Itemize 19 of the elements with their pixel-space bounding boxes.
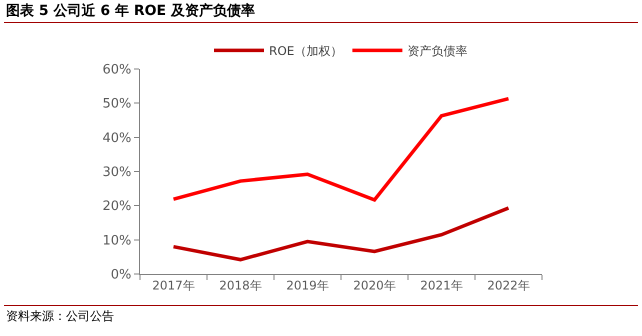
legend-label: ROE（加权） bbox=[269, 44, 342, 58]
line-series bbox=[172, 96, 510, 202]
x-tick-label: 2017年 bbox=[152, 278, 195, 292]
line-series bbox=[172, 206, 510, 262]
y-tick-label: 0% bbox=[110, 268, 132, 283]
x-tick-label: 2019年 bbox=[286, 278, 329, 292]
y-tick-label: 20% bbox=[102, 199, 132, 214]
x-tick-label: 2018年 bbox=[219, 278, 262, 292]
x-tick-label: 2021年 bbox=[420, 278, 463, 292]
y-tick-label: 40% bbox=[102, 130, 132, 146]
y-tick-label: 60% bbox=[102, 62, 132, 78]
y-tick-label: 10% bbox=[102, 233, 132, 248]
chart-title: 图表 5 公司近 6 年 ROE 及资产负债率 bbox=[6, 2, 255, 20]
x-tick-label: 2022年 bbox=[487, 278, 530, 292]
x-tick-label: 2020年 bbox=[353, 278, 396, 292]
text: 资料来源：公司公告 bbox=[6, 308, 114, 325]
y-tick-label: 30% bbox=[102, 165, 132, 180]
legend-label: 资产负债率 bbox=[407, 44, 468, 58]
y-tick-label: 50% bbox=[102, 96, 132, 112]
